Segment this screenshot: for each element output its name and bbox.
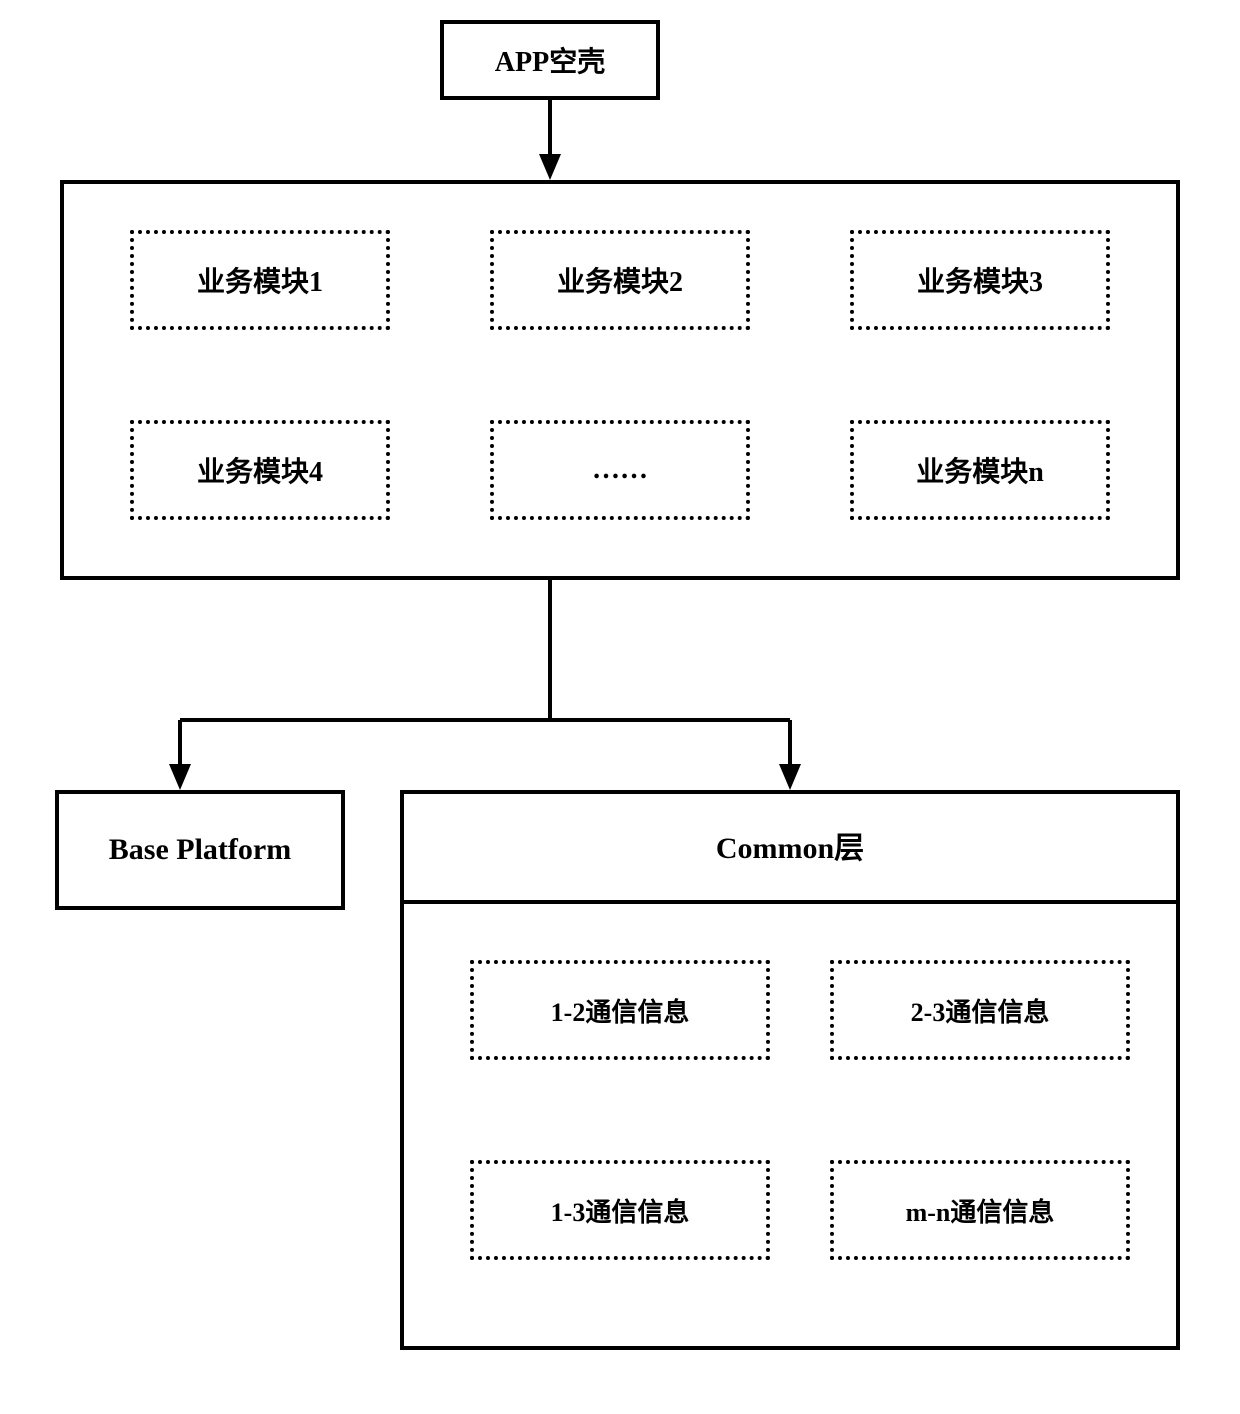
- comm-info-box-m-n: m-n通信信息: [830, 1160, 1130, 1260]
- diagram-canvas: APP空壳 业务模块1 业务模块2 业务模块3 业务模块4 …… 业务模块n B…: [0, 0, 1240, 1414]
- comm-info-box-1-2: 1-2通信信息: [470, 960, 770, 1060]
- module-label: 业务模块2: [557, 260, 683, 300]
- common-layer-divider: [400, 900, 1180, 904]
- comm-info-label: 1-2通信信息: [551, 992, 690, 1029]
- comm-info-label: 2-3通信信息: [911, 992, 1050, 1029]
- module-label: 业务模块4: [197, 450, 323, 490]
- common-layer-title-text: Common层: [716, 823, 864, 867]
- comm-info-box-1-3: 1-3通信信息: [470, 1160, 770, 1260]
- comm-info-label: m-n通信信息: [906, 1192, 1055, 1229]
- module-label: 业务模块n: [916, 450, 1044, 490]
- common-layer-title: Common层: [400, 790, 1180, 900]
- app-shell-box: APP空壳: [440, 20, 660, 100]
- app-shell-label: APP空壳: [495, 40, 605, 80]
- comm-info-box-2-3: 2-3通信信息: [830, 960, 1130, 1060]
- module-box-2: 业务模块2: [490, 230, 750, 330]
- module-box-ellipsis: ……: [490, 420, 750, 520]
- module-label: ……: [592, 454, 648, 486]
- module-label: 业务模块3: [917, 260, 1043, 300]
- module-box-1: 业务模块1: [130, 230, 390, 330]
- module-label: 业务模块1: [197, 260, 323, 300]
- base-platform-label: Base Platform: [109, 833, 291, 867]
- base-platform-box: Base Platform: [55, 790, 345, 910]
- module-box-4: 业务模块4: [130, 420, 390, 520]
- comm-info-label: 1-3通信信息: [551, 1192, 690, 1229]
- module-box-n: 业务模块n: [850, 420, 1110, 520]
- module-box-3: 业务模块3: [850, 230, 1110, 330]
